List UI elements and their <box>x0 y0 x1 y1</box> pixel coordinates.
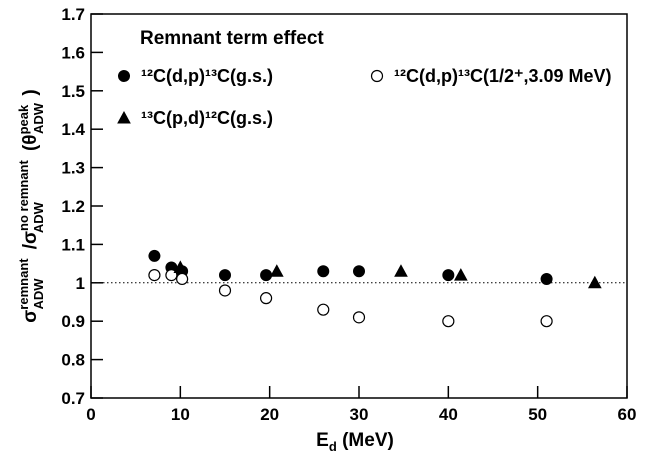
y-axis-label-part: peak <box>16 104 31 134</box>
data-point <box>540 272 553 285</box>
x-axis-label-part: d <box>329 439 337 454</box>
x-tick-label: 40 <box>439 405 458 424</box>
data-point <box>218 284 232 297</box>
y-tick-label: 1.7 <box>61 5 85 24</box>
y-tick-label: 1.2 <box>61 197 85 216</box>
y-axis-label-part: σ <box>20 310 41 323</box>
y-tick-label: 1 <box>76 274 85 293</box>
y-tick-label: 0.7 <box>61 389 85 408</box>
data-point <box>587 275 602 289</box>
x-tick-label: 30 <box>350 405 369 424</box>
x-tick-label: 10 <box>171 405 190 424</box>
y-axis-label-part: ) <box>20 89 41 95</box>
data-point <box>219 269 231 282</box>
y-tick-label: 0.9 <box>61 312 85 331</box>
y-tick-label: 1.4 <box>61 120 85 139</box>
y-axis-label-part: (θ <box>20 134 41 151</box>
data-point <box>148 269 161 282</box>
y-tick-label: 1.6 <box>61 43 85 62</box>
y-axis-label-part: ADW <box>31 278 46 310</box>
x-axis-label-part: E <box>316 430 329 451</box>
data-point <box>148 249 161 262</box>
y-tick-label: 1.1 <box>61 235 85 254</box>
y-axis-label-part: remnant <box>16 258 31 310</box>
legend-marker <box>117 110 131 124</box>
legend-label: ¹²C(d,p)¹³C(1/2⁺,3.09 MeV) <box>394 66 612 86</box>
annotation: Remnant term effect <box>140 28 324 49</box>
data-point <box>317 265 330 278</box>
data-point <box>176 272 189 286</box>
data-point <box>394 264 408 277</box>
legend-marker <box>370 69 384 83</box>
x-axis-label: Ed (MeV) <box>316 430 394 454</box>
y-tick-label: 0.8 <box>61 351 85 370</box>
legend-marker <box>118 70 130 82</box>
x-tick-label: 0 <box>86 405 95 424</box>
legend-label: ¹³C(p,d)¹²C(g.s.) <box>141 108 273 128</box>
y-tick-label: 1.3 <box>61 159 85 178</box>
data-point <box>442 315 455 328</box>
y-axis-label: σremnantADW/σno remnantADW(θpeakADW) <box>16 89 46 322</box>
data-point <box>259 292 273 305</box>
y-axis-label-part: no remnant <box>16 160 31 231</box>
y-tick-label: 1.5 <box>61 82 85 101</box>
data-point <box>317 303 330 316</box>
data-point <box>173 260 188 273</box>
data-point <box>453 268 468 281</box>
y-axis-label-part: ADW <box>31 102 46 134</box>
x-tick-label: 20 <box>260 405 279 424</box>
data-point <box>352 311 366 324</box>
data-point <box>269 264 284 277</box>
data-point <box>540 315 553 328</box>
data-point <box>353 265 365 278</box>
x-tick-label: 60 <box>618 405 637 424</box>
x-tick-label: 50 <box>528 405 547 424</box>
data-point <box>442 269 455 282</box>
x-axis-label-part: (MeV) <box>337 430 394 451</box>
y-axis-label-part: /σ <box>20 231 41 249</box>
y-axis-label-part: ADW <box>31 201 46 233</box>
data-point <box>260 269 273 282</box>
legend-label: ¹²C(d,p)¹³C(g.s.) <box>141 66 273 86</box>
